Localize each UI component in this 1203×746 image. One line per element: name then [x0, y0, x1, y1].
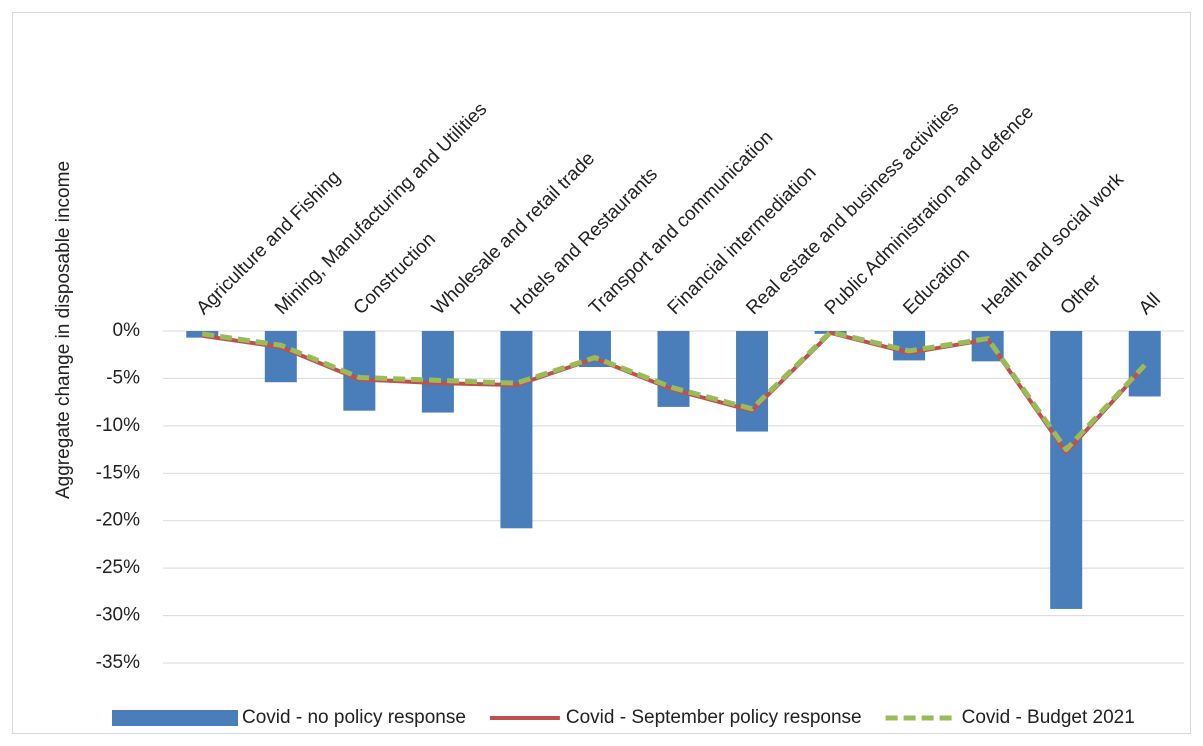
y-tick-label: 0%	[113, 320, 141, 341]
y-tick-label: -15%	[96, 462, 140, 483]
legend-label: Covid - no policy response	[242, 707, 466, 728]
line	[201, 329, 1147, 453]
y-axis-label: Aggregate change in disposable income	[53, 161, 74, 499]
legend-label: Covid - Budget 2021	[962, 707, 1135, 728]
y-tick-label: -10%	[96, 415, 140, 436]
chart-border	[12, 12, 1191, 734]
bar	[893, 331, 926, 361]
bar	[1050, 331, 1083, 609]
bar	[657, 331, 690, 407]
legend-label: Covid - September policy response	[566, 707, 862, 728]
bar	[736, 331, 769, 432]
y-tick-label: -30%	[96, 605, 140, 626]
bar	[1128, 331, 1161, 397]
y-tick-label: -35%	[96, 652, 140, 673]
bar	[500, 331, 533, 529]
bar	[264, 331, 297, 383]
legend-swatch	[112, 710, 238, 726]
y-tick-label: -25%	[96, 557, 140, 578]
y-tick-label: -20%	[96, 510, 140, 531]
bar	[421, 331, 454, 413]
y-tick-label: -5%	[106, 367, 140, 388]
